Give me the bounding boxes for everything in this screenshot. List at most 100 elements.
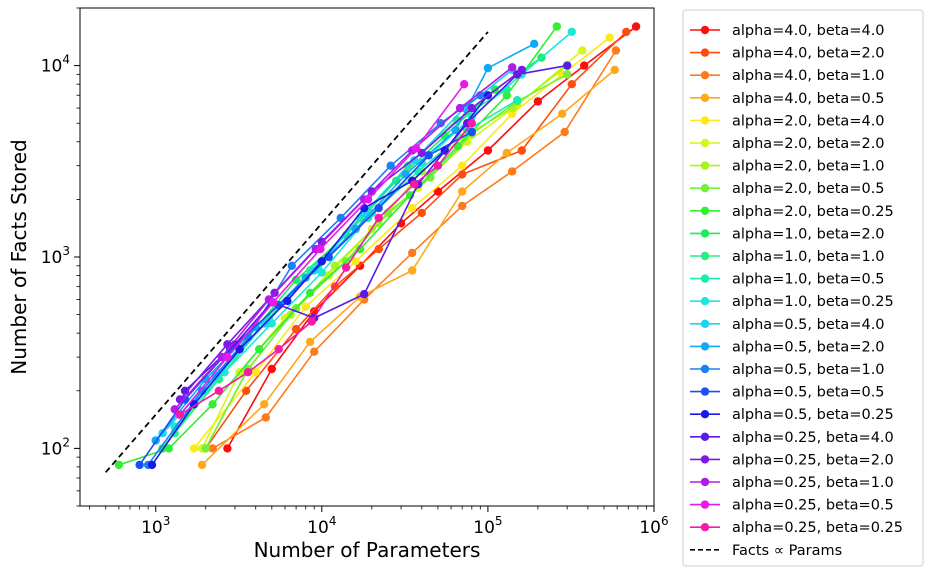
legend-entry: alpha=4.0, beta=0.5 — [690, 91, 885, 107]
series-12 — [170, 27, 576, 431]
data-point — [436, 119, 445, 128]
legend-label: alpha=0.25, beta=4.0 — [732, 430, 894, 446]
legend-swatch-marker — [700, 523, 710, 532]
data-point — [251, 368, 260, 377]
legend-entry: alpha=1.0, beta=0.25 — [690, 294, 894, 310]
legend-label: alpha=4.0, beta=1.0 — [732, 68, 885, 84]
legend-entry: alpha=4.0, beta=1.0 — [690, 68, 885, 84]
data-point — [223, 352, 232, 362]
data-point — [305, 288, 315, 297]
x-axis-label: Number of Parameters — [254, 538, 481, 562]
legend-swatch-marker — [700, 342, 710, 351]
y-tick-label: 104 — [41, 53, 70, 77]
legend-entry: alpha=2.0, beta=1.0 — [690, 159, 885, 175]
data-point — [513, 96, 522, 105]
data-point — [360, 203, 369, 213]
legend-label: Facts ∝ Params — [732, 543, 842, 559]
legend-label: alpha=2.0, beta=0.25 — [732, 204, 894, 220]
data-point — [483, 146, 493, 155]
series-line — [174, 66, 513, 410]
legend-label: alpha=0.25, beta=0.5 — [732, 498, 894, 514]
legend-label: alpha=0.25, beta=0.25 — [732, 520, 903, 536]
legend-swatch-marker — [700, 116, 710, 125]
data-point — [374, 213, 383, 223]
data-point — [605, 33, 614, 42]
legend-swatch-marker — [700, 477, 710, 487]
x-axis: 103 104 105 106 — [89, 506, 669, 538]
data-point — [255, 345, 264, 354]
data-point — [260, 400, 269, 409]
data-point — [408, 266, 417, 275]
x-tick-label: 106 — [639, 514, 668, 538]
data-point — [558, 109, 567, 119]
data-point — [367, 208, 376, 218]
legend-swatch-marker — [700, 138, 710, 148]
data-point — [355, 244, 365, 254]
legend-label: alpha=0.25, beta=1.0 — [732, 475, 894, 491]
x-tick-label: 104 — [307, 514, 336, 538]
data-point — [351, 224, 360, 234]
data-point — [578, 46, 587, 55]
legend-swatch-marker — [700, 410, 710, 419]
data-point — [508, 63, 517, 72]
legend-label: alpha=1.0, beta=0.25 — [732, 294, 894, 310]
legend-label: alpha=2.0, beta=4.0 — [732, 113, 885, 129]
data-point — [114, 460, 124, 470]
legend-entry: alpha=0.25, beta=0.5 — [690, 498, 894, 514]
data-point — [408, 248, 417, 258]
y-tick-label: 102 — [41, 435, 70, 459]
data-point — [631, 22, 641, 31]
data-point — [208, 444, 217, 453]
data-point — [301, 273, 310, 282]
legend-swatch-marker — [700, 184, 710, 193]
data-point — [223, 340, 232, 349]
data-point — [214, 386, 224, 395]
legend-label: alpha=0.25, beta=2.0 — [732, 452, 894, 468]
data-point — [467, 127, 476, 137]
data-point — [269, 298, 278, 307]
legend-entry: alpha=1.0, beta=2.0 — [690, 226, 885, 242]
data-point — [351, 257, 360, 266]
data-point — [360, 289, 369, 299]
data-point — [135, 460, 144, 470]
data-point — [307, 317, 316, 326]
data-point — [197, 460, 207, 470]
data-point — [563, 61, 572, 70]
data-point — [424, 151, 433, 160]
series-line — [179, 122, 473, 416]
y-axis: 102 103 104 — [41, 7, 80, 507]
legend-swatch-marker — [700, 500, 710, 509]
legend-label: alpha=0.5, beta=1.0 — [732, 362, 885, 378]
data-point — [241, 386, 251, 395]
data-point — [502, 91, 511, 100]
data-point — [467, 103, 476, 113]
legend-swatch-marker — [700, 71, 710, 80]
series-line — [205, 31, 627, 449]
legend-swatch-marker — [700, 229, 710, 238]
data-point — [552, 22, 561, 31]
legend-label: alpha=1.0, beta=0.5 — [732, 272, 885, 288]
x-tick-label: 103 — [141, 514, 170, 538]
data-point — [341, 263, 351, 272]
legend-swatch-marker — [700, 161, 710, 170]
legend-label: alpha=0.5, beta=0.5 — [732, 385, 885, 401]
data-point — [410, 180, 419, 189]
data-point — [410, 156, 419, 165]
legend-entry: alpha=4.0, beta=2.0 — [690, 46, 885, 62]
y-tick-label: 103 — [41, 244, 70, 268]
data-point — [433, 187, 443, 196]
legend-entry: alpha=0.25, beta=4.0 — [690, 430, 894, 446]
reference-line — [105, 31, 489, 473]
data-point — [374, 203, 383, 213]
data-point — [267, 319, 276, 328]
data-point — [483, 63, 493, 73]
data-point — [267, 364, 276, 374]
legend-swatch-marker — [700, 387, 710, 396]
legend-entry: alpha=1.0, beta=0.5 — [690, 272, 885, 288]
legend-entry-reference: Facts ∝ Params — [690, 543, 842, 559]
data-point — [363, 195, 373, 204]
data-point — [180, 386, 190, 395]
data-point — [223, 444, 232, 453]
legend-label: alpha=2.0, beta=1.0 — [732, 159, 885, 175]
